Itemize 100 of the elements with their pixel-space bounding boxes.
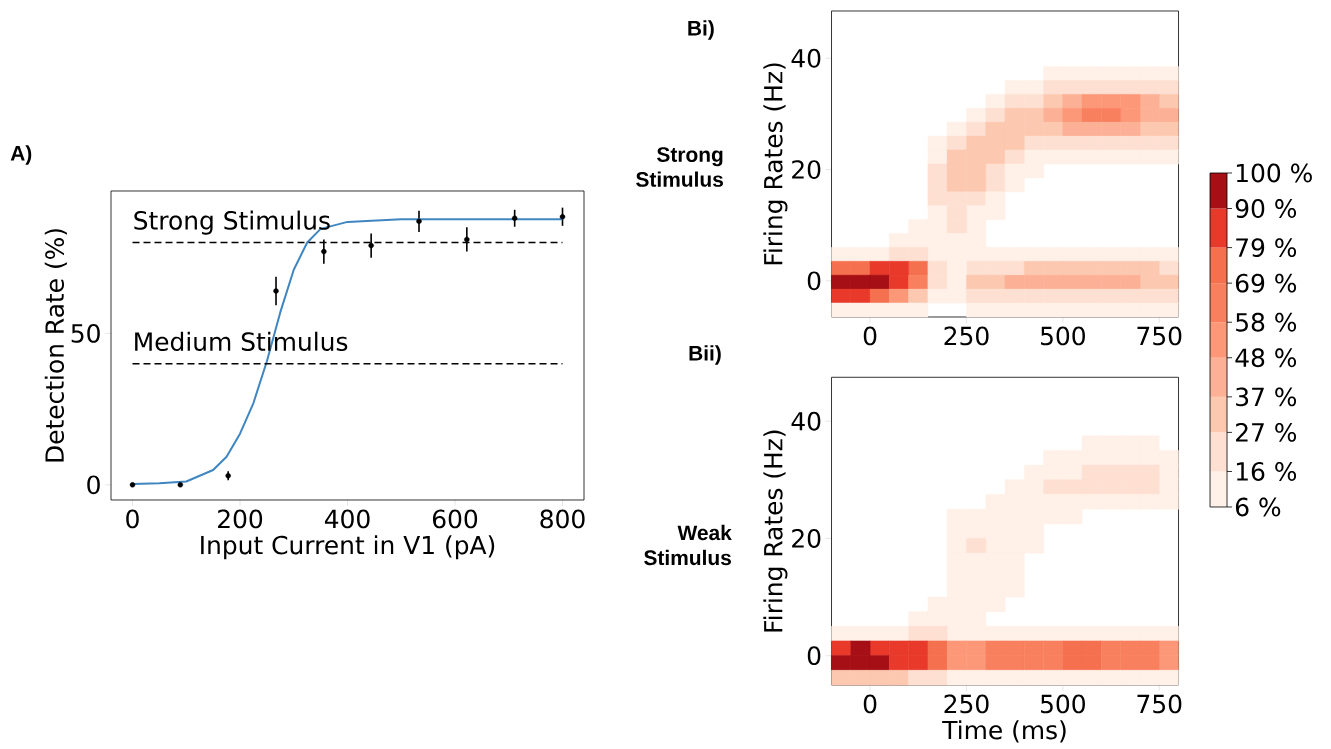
point — [1062, 135, 1083, 151]
point — [889, 670, 909, 686]
point — [1120, 670, 1141, 686]
point — [1062, 149, 1083, 165]
point — [927, 149, 948, 165]
point — [1158, 450, 1179, 466]
point — [1101, 479, 1121, 495]
point — [946, 508, 967, 525]
point — [869, 626, 890, 642]
x-tick-label: 0 — [863, 326, 877, 346]
point — [1024, 538, 1044, 554]
point — [1004, 670, 1025, 686]
point — [1158, 66, 1179, 81]
point — [831, 640, 852, 657]
point — [985, 121, 1006, 137]
point — [1004, 655, 1025, 671]
text: Weak Stimulus — [644, 524, 732, 566]
point — [1062, 670, 1083, 686]
point — [511, 215, 518, 221]
point — [831, 655, 852, 671]
point — [1081, 302, 1102, 318]
point — [985, 247, 1006, 262]
point — [831, 274, 852, 290]
point — [1139, 135, 1160, 151]
point — [850, 302, 871, 318]
point — [927, 655, 948, 671]
point — [1043, 121, 1064, 137]
point — [1004, 582, 1025, 598]
x-tick-label: 250 — [944, 694, 989, 714]
point — [889, 655, 909, 671]
point — [1081, 640, 1102, 657]
point — [1101, 640, 1121, 657]
point — [1081, 626, 1102, 642]
point — [1101, 494, 1121, 510]
point — [1004, 288, 1025, 304]
point — [1024, 247, 1044, 262]
point — [1139, 261, 1160, 276]
ref-line-label: Strong Stimulus — [134, 210, 330, 235]
point — [1158, 135, 1179, 151]
x-tick-label: 0 — [126, 509, 139, 529]
point — [1120, 479, 1141, 495]
point — [831, 670, 852, 686]
color-bar-label: 58 % — [1236, 312, 1297, 332]
point — [869, 261, 890, 276]
point — [1101, 66, 1121, 81]
point — [946, 552, 967, 569]
point — [985, 302, 1006, 318]
color-bar-label: 79 % — [1236, 238, 1297, 258]
point — [1139, 479, 1160, 495]
point — [889, 233, 909, 248]
point — [368, 242, 374, 249]
point — [1139, 66, 1160, 81]
point — [1120, 655, 1141, 671]
point — [1120, 435, 1141, 451]
point — [831, 288, 852, 304]
point — [1101, 108, 1121, 123]
point — [946, 523, 967, 539]
point — [1158, 626, 1179, 642]
y-axis-title: Detection Rate (%) — [44, 229, 67, 462]
point — [1043, 66, 1064, 81]
point — [1043, 135, 1064, 151]
point — [966, 655, 987, 671]
point — [850, 288, 871, 304]
point — [1120, 494, 1141, 510]
x-tick-label: 250 — [944, 326, 989, 346]
point — [869, 274, 890, 290]
point — [1081, 288, 1102, 304]
point — [985, 288, 1006, 304]
y-axis-title: Firing Rates (Hz) — [763, 430, 788, 632]
point — [1081, 80, 1102, 95]
color-bar-label: 48 % — [1235, 348, 1297, 368]
y-tick-label: 50 — [71, 323, 100, 343]
point — [1043, 149, 1064, 165]
point — [1081, 450, 1102, 466]
point — [1081, 274, 1102, 290]
x-axis-title: Input Current in V1 (pA) — [201, 535, 495, 560]
point — [966, 288, 987, 304]
point — [1120, 135, 1141, 151]
point — [889, 640, 909, 657]
point — [966, 596, 987, 613]
point — [1158, 288, 1179, 304]
point — [1081, 655, 1102, 671]
point — [1043, 247, 1064, 262]
point — [908, 611, 929, 627]
x-tick-label: 200 — [218, 509, 263, 529]
point — [1081, 261, 1102, 276]
color-bar-label: 37 % — [1236, 387, 1297, 407]
point — [1043, 80, 1064, 95]
point — [1004, 121, 1025, 137]
point — [1062, 302, 1083, 318]
point — [1101, 80, 1121, 95]
point — [869, 655, 890, 671]
point — [1004, 494, 1025, 510]
point — [1004, 302, 1025, 318]
point — [985, 508, 1006, 525]
point — [946, 670, 967, 686]
point — [946, 655, 967, 671]
x-tick-label: 600 — [432, 509, 478, 529]
point — [1024, 121, 1044, 137]
point — [869, 302, 890, 318]
